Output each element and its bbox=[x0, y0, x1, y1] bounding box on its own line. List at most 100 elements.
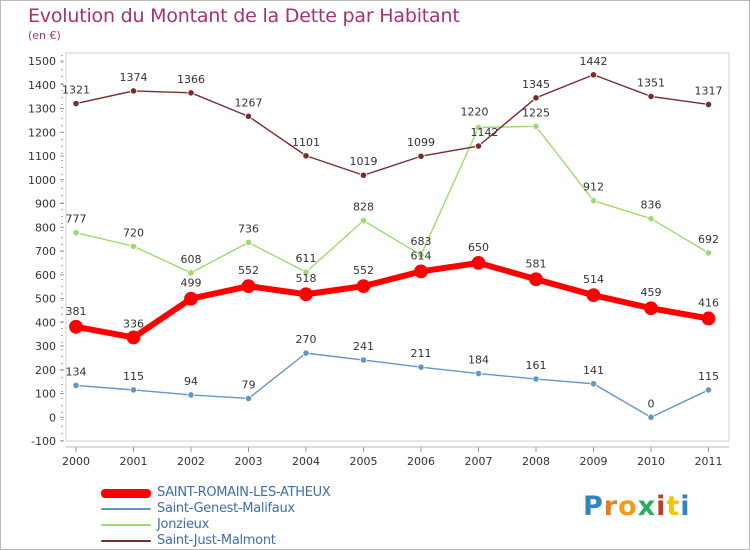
data-label-jonzieux: 611 bbox=[296, 252, 317, 265]
data-label-jonzieux: 1225 bbox=[522, 106, 550, 119]
data-point-saint-romain-les-atheux bbox=[529, 272, 543, 287]
data-point-saint-romain-les-atheux bbox=[184, 291, 198, 306]
legend-swatch bbox=[101, 508, 151, 510]
data-label-saint-just-malmont: 1351 bbox=[637, 76, 665, 89]
x-tick-label: 2003 bbox=[235, 455, 263, 468]
data-point-jonzieux bbox=[704, 249, 713, 257]
data-point-jonzieux bbox=[532, 122, 540, 130]
x-tick-label: 2005 bbox=[350, 455, 378, 468]
data-label-saint-genest-malifaux: 115 bbox=[698, 370, 719, 383]
data-label-saint-genest-malifaux: 94 bbox=[184, 375, 198, 388]
y-tick-label: 100 bbox=[35, 388, 56, 401]
x-tick-label: 2009 bbox=[580, 455, 608, 468]
legend-label: Jonzieux bbox=[157, 517, 209, 532]
x-tick-label: 2010 bbox=[637, 455, 665, 468]
chart-title: Evolution du Montant de la Dette par Hab… bbox=[28, 5, 460, 27]
x-tick-label: 2002 bbox=[177, 455, 205, 468]
data-label-saint-genest-malifaux: 184 bbox=[468, 354, 489, 367]
data-point-jonzieux bbox=[647, 215, 655, 223]
data-point-saint-romain-les-atheux bbox=[586, 288, 601, 303]
legend-swatch bbox=[101, 540, 151, 542]
data-point-saint-romain-les-atheux bbox=[69, 319, 83, 334]
x-tick-label: 2001 bbox=[120, 455, 148, 468]
data-point-jonzieux bbox=[302, 268, 310, 276]
data-label-saint-genest-malifaux: 79 bbox=[242, 378, 256, 391]
y-tick-label: 800 bbox=[35, 221, 56, 234]
data-point-saint-just-malmont bbox=[589, 71, 598, 79]
data-label-jonzieux: 692 bbox=[698, 233, 719, 246]
y-tick-label: -100 bbox=[31, 435, 56, 448]
data-label-saint-genest-malifaux: 134 bbox=[66, 365, 87, 378]
data-point-jonzieux bbox=[187, 269, 195, 277]
data-point-jonzieux bbox=[589, 197, 598, 205]
legend-swatch bbox=[101, 489, 151, 498]
data-point-jonzieux bbox=[417, 251, 425, 259]
data-label-saint-romain-les-atheux: 614 bbox=[411, 249, 432, 262]
data-point-saint-romain-les-atheux bbox=[299, 287, 313, 302]
data-point-saint-romain-les-atheux bbox=[241, 279, 256, 294]
series-line-saint-just-malmont bbox=[75, 74, 710, 176]
data-point-saint-just-malmont bbox=[704, 100, 713, 109]
data-label-saint-romain-les-atheux: 336 bbox=[123, 317, 144, 330]
data-label-saint-romain-les-atheux: 552 bbox=[353, 264, 374, 277]
data-label-saint-just-malmont: 1267 bbox=[235, 96, 263, 109]
data-label-jonzieux: 912 bbox=[583, 181, 604, 194]
y-tick-label: 0 bbox=[49, 411, 56, 424]
data-point-jonzieux bbox=[359, 217, 368, 225]
data-point-saint-just-malmont bbox=[187, 89, 195, 97]
data-point-saint-genest-malifaux bbox=[532, 375, 540, 383]
logo-letter: t bbox=[666, 491, 681, 522]
data-label-saint-genest-malifaux: 141 bbox=[583, 364, 604, 377]
data-label-saint-just-malmont: 1321 bbox=[62, 84, 90, 97]
data-point-saint-just-malmont bbox=[129, 87, 138, 95]
data-point-saint-romain-les-atheux bbox=[414, 264, 428, 279]
data-label-saint-genest-malifaux: 211 bbox=[411, 347, 432, 360]
data-label-jonzieux: 836 bbox=[641, 199, 662, 212]
data-label-saint-just-malmont: 1374 bbox=[120, 71, 148, 84]
data-label-jonzieux: 720 bbox=[123, 226, 144, 239]
data-label-saint-romain-les-atheux: 459 bbox=[641, 286, 662, 299]
legend-swatch bbox=[101, 524, 151, 526]
data-point-saint-just-malmont bbox=[72, 99, 80, 108]
data-label-jonzieux: 683 bbox=[411, 235, 432, 248]
data-point-saint-genest-malifaux bbox=[474, 369, 483, 378]
x-tick-label: 2004 bbox=[292, 455, 320, 468]
logo-letter: r bbox=[603, 491, 619, 522]
data-label-saint-just-malmont: 1099 bbox=[407, 136, 435, 149]
data-point-saint-just-malmont bbox=[647, 92, 655, 100]
data-label-saint-just-malmont: 1366 bbox=[177, 73, 205, 86]
data-point-saint-romain-les-atheux bbox=[644, 301, 658, 316]
legend-label: SAINT-ROMAIN-LES-ATHEUX bbox=[157, 485, 331, 500]
data-label-saint-genest-malifaux: 115 bbox=[123, 370, 144, 383]
data-label-saint-just-malmont: 1317 bbox=[695, 84, 723, 97]
y-tick-label: 1000 bbox=[28, 174, 56, 187]
x-tick-label: 2007 bbox=[465, 455, 493, 468]
y-tick-label: 400 bbox=[35, 316, 56, 329]
x-tick-label: 2011 bbox=[695, 455, 723, 468]
y-tick-label: 500 bbox=[35, 293, 56, 306]
logo-letter: i bbox=[656, 491, 667, 522]
series-line-jonzieux bbox=[75, 125, 710, 274]
data-point-jonzieux bbox=[244, 238, 253, 247]
data-label-saint-just-malmont: 1019 bbox=[350, 155, 378, 168]
data-point-jonzieux bbox=[474, 123, 483, 132]
chart-unit-label: (en €) bbox=[28, 29, 61, 42]
y-tick-label: 1500 bbox=[28, 55, 56, 68]
data-point-saint-genest-malifaux bbox=[704, 386, 713, 394]
data-label-saint-romain-les-atheux: 514 bbox=[583, 273, 604, 286]
data-point-saint-just-malmont bbox=[359, 171, 368, 179]
data-label-saint-genest-malifaux: 270 bbox=[296, 333, 317, 346]
data-label-jonzieux: 1220 bbox=[461, 106, 489, 119]
data-label-saint-romain-les-atheux: 518 bbox=[296, 272, 317, 285]
data-point-saint-just-malmont bbox=[474, 142, 483, 150]
y-tick-label: 200 bbox=[35, 364, 56, 377]
data-label-jonzieux: 777 bbox=[66, 213, 87, 226]
data-point-jonzieux bbox=[129, 242, 138, 250]
data-point-saint-romain-les-atheux bbox=[126, 330, 141, 345]
data-point-saint-genest-malifaux bbox=[244, 394, 253, 403]
data-point-jonzieux bbox=[72, 229, 80, 237]
data-label-saint-romain-les-atheux: 552 bbox=[238, 264, 259, 277]
logo-letter: o bbox=[618, 491, 638, 522]
data-point-saint-genest-malifaux bbox=[359, 356, 368, 364]
